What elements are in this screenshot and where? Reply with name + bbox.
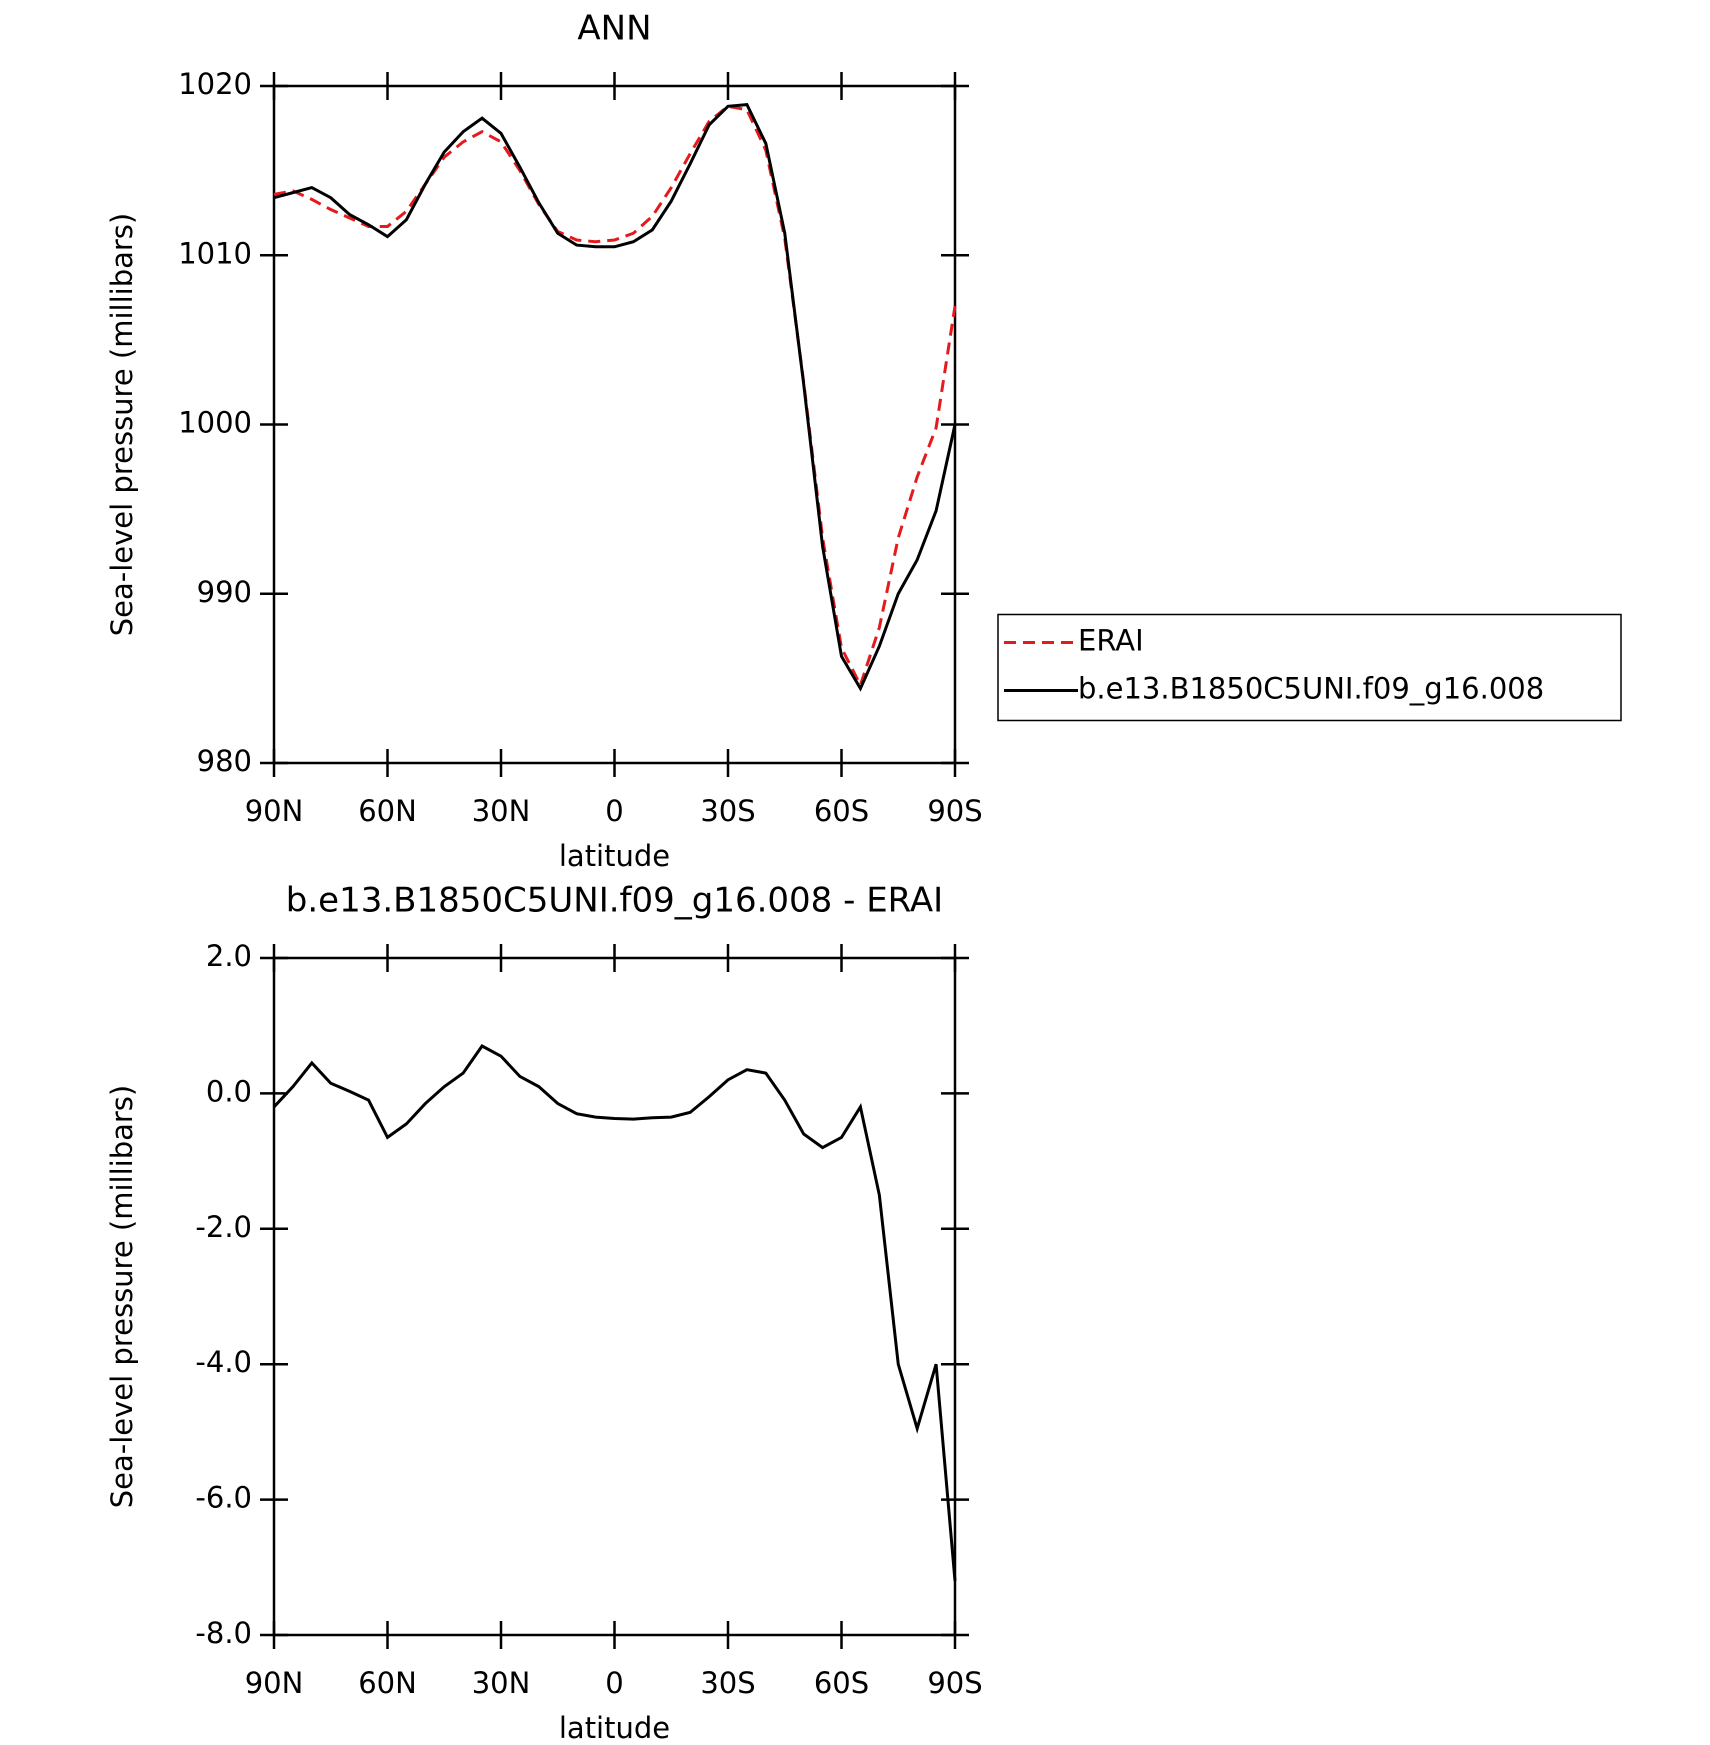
y-tick-label: 1020: [178, 67, 252, 101]
x-tick-label: 60S: [814, 1666, 869, 1700]
y-tick-label: -4.0: [195, 1345, 252, 1379]
chart-title: b.e13.B1850C5UNI.f09_g16.008 - ERAI: [286, 881, 943, 921]
y-axis-label: Sea-level pressure (millibars): [105, 1085, 139, 1508]
y-tick-label: 1010: [178, 236, 252, 270]
y-axis-label: Sea-level pressure (millibars): [105, 213, 139, 636]
data-line: [273, 103, 957, 692]
x-tick-label: 30N: [472, 1666, 531, 1700]
x-tick-label: 0: [605, 794, 623, 828]
x-tick-label: 30N: [472, 794, 531, 828]
y-tick-label: 2.0: [206, 939, 252, 973]
x-tick-label: 60N: [358, 794, 417, 828]
y-tick-label: -8.0: [195, 1616, 252, 1650]
data-line: [273, 104, 957, 690]
data-line: [272, 1044, 957, 1581]
plot-frame: [272, 84, 957, 765]
x-tick-label: 90N: [245, 794, 304, 828]
y-tick-label: 0.0: [206, 1074, 252, 1108]
x-axis-label: latitude: [559, 1711, 670, 1745]
x-tick-label: 30S: [700, 1666, 755, 1700]
x-tick-label: 90S: [927, 794, 982, 828]
y-tick-label: 990: [197, 575, 252, 609]
x-tick-label: 90N: [245, 1666, 304, 1700]
y-tick-label: -6.0: [195, 1481, 252, 1515]
legend-label: b.e13.B1850C5UNI.f09_g16.008: [1078, 672, 1544, 706]
legend-box: [997, 613, 1622, 722]
y-tick-label: 980: [197, 744, 252, 778]
y-tick-label: 1000: [178, 406, 252, 440]
x-tick-label: 60S: [814, 794, 869, 828]
chart-title: ANN: [577, 9, 651, 49]
plot-frame: [272, 956, 957, 1637]
y-tick-label: -2.0: [195, 1210, 252, 1244]
x-tick-label: 90S: [927, 1666, 982, 1700]
x-tick-label: 30S: [700, 794, 755, 828]
legend-label: ERAI: [1078, 624, 1144, 658]
x-tick-label: 0: [605, 1666, 623, 1700]
x-axis-label: latitude: [559, 839, 670, 873]
x-tick-label: 60N: [358, 1666, 417, 1700]
